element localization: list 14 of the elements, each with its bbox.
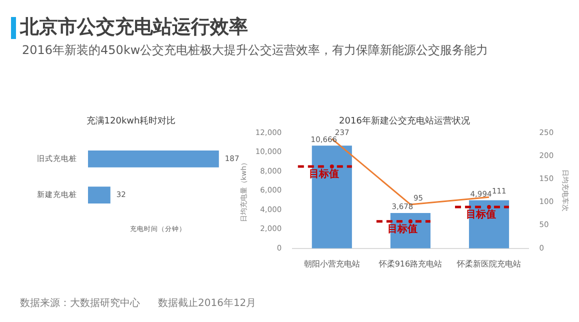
point	[408, 219, 412, 224]
chart-title: 充满120kwh耗时对比	[86, 116, 176, 127]
bar	[468, 200, 510, 248]
x-tick-label: 朝阳小营充电站	[304, 259, 360, 268]
bar	[312, 146, 352, 248]
point	[330, 164, 334, 169]
point	[487, 204, 492, 209]
x-tick-label: 怀柔916路充电站	[378, 259, 442, 268]
text: 2016年新装的450kw公交充电桩极大提升公交运营效率，有力保障新能源公交服务能力	[22, 42, 488, 59]
x-tick-label: 怀柔新医院充电站	[456, 259, 522, 268]
chart-title: 2016年新建公交充电站运营状况	[339, 116, 470, 127]
text: 数据截止2016年12月	[158, 298, 256, 309]
text: 北京市公交充电站运行效率	[20, 15, 248, 40]
source-note: 数据来源：大数据研究中心	[20, 298, 140, 309]
